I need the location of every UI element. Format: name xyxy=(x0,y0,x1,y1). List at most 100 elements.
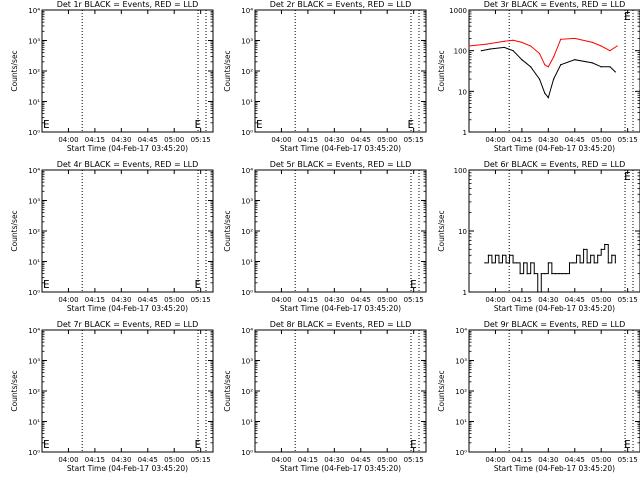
data-point xyxy=(600,45,602,47)
panel-det-7: Det 7r BLACK = Events, RED = LLD 10⁰ 10¹ 10… xyxy=(10,320,214,473)
data-point xyxy=(512,262,514,264)
x-tick-label: 05:15 xyxy=(191,456,211,464)
x-tick-label: 04:15 xyxy=(298,136,318,144)
y-axis-label: Counts/sec xyxy=(10,370,19,411)
data-point xyxy=(512,50,514,52)
y-tick-label: 10⁴ xyxy=(28,7,40,15)
data-point xyxy=(521,59,523,61)
x-tick-label: 04:15 xyxy=(512,456,532,464)
data-point xyxy=(568,262,571,264)
plot-frame xyxy=(254,9,427,133)
x-tick-label: 04:00 xyxy=(271,136,291,144)
panel-title: Det 4r BLACK = Events, RED = LLD xyxy=(57,160,199,169)
x-tick-label: 05:00 xyxy=(591,136,611,144)
event-marker: E xyxy=(194,118,201,131)
y-tick-label: 100 xyxy=(454,167,467,175)
data-point xyxy=(533,273,535,275)
y-tick-label: 10¹ xyxy=(241,99,253,107)
data-point xyxy=(491,262,493,264)
y-axis-label: Counts/sec xyxy=(437,50,446,91)
y-tick-label: 10⁴ xyxy=(28,167,40,175)
y-tick-label: 10³ xyxy=(28,198,40,206)
y-tick-label: 1 xyxy=(463,289,467,297)
y-tick-label: 10⁴ xyxy=(241,7,253,15)
x-tick-label: 05:00 xyxy=(377,296,397,304)
data-point xyxy=(590,254,592,256)
panel-title: Det 6r BLACK = Events, RED = LLD xyxy=(484,160,626,169)
event-marker: E xyxy=(410,278,417,291)
data-point xyxy=(565,273,567,275)
x-tick-label: 04:15 xyxy=(85,456,105,464)
x-tick-label: 04:45 xyxy=(351,456,371,464)
series-line-2 xyxy=(481,46,616,99)
y-tick-label: 1000 xyxy=(449,7,467,15)
y-tick-label: 100 xyxy=(454,48,467,56)
data-point xyxy=(503,40,505,42)
x-tick-label: 04:45 xyxy=(565,456,585,464)
x-tick-label: 04:45 xyxy=(138,136,158,144)
data-point xyxy=(597,254,599,256)
data-point xyxy=(526,273,528,275)
x-tick-label: 04:00 xyxy=(58,136,78,144)
x-tick-label: 04:00 xyxy=(485,296,505,304)
x-tick-label: 04:15 xyxy=(298,296,318,304)
data-point xyxy=(521,41,523,43)
data-point xyxy=(468,45,470,47)
y-tick-label: 10² xyxy=(28,68,40,76)
data-point xyxy=(547,66,549,68)
x-tick-label: 04:30 xyxy=(538,136,558,144)
data-point xyxy=(575,254,578,256)
data-point xyxy=(600,248,602,250)
y-tick-label: 1 xyxy=(463,129,467,137)
data-point xyxy=(544,64,546,66)
data-point xyxy=(554,273,556,275)
plot-frame xyxy=(41,329,214,453)
plot-frame xyxy=(254,169,427,293)
y-tick-label: 10⁰ xyxy=(28,289,40,297)
x-tick-label: 05:00 xyxy=(164,136,184,144)
y-axis-label: Counts/sec xyxy=(437,370,446,411)
x-tick-label: 04:45 xyxy=(565,296,585,304)
x-tick-label: 04:15 xyxy=(298,456,318,464)
y-tick-label: 10² xyxy=(241,68,253,76)
x-tick-label: 05:00 xyxy=(377,456,397,464)
data-point xyxy=(572,262,574,264)
plot-frame xyxy=(468,329,640,453)
x-tick-label: 04:15 xyxy=(512,296,532,304)
data-point xyxy=(537,291,539,293)
data-point xyxy=(614,262,616,264)
x-tick-label: 05:15 xyxy=(404,456,424,464)
plot-frame xyxy=(41,169,214,293)
data-point xyxy=(530,45,532,47)
data-point xyxy=(480,50,482,52)
plot-frame xyxy=(254,329,427,453)
y-tick-label: 10 xyxy=(458,228,467,236)
y-tick-label: 10¹ xyxy=(28,259,40,267)
data-point xyxy=(544,92,546,94)
data-point xyxy=(561,273,564,275)
y-tick-label: 10³ xyxy=(241,38,253,46)
x-tick-label: 05:00 xyxy=(377,136,397,144)
x-tick-label: 05:15 xyxy=(404,296,424,304)
x-tick-label: 05:15 xyxy=(618,456,638,464)
panel-det-1: Det 1r BLACK = Events, RED = LLD 10⁰ 10¹ 10… xyxy=(10,0,214,153)
x-tick-label: 04:30 xyxy=(324,296,344,304)
x-tick-label: 05:00 xyxy=(591,296,611,304)
y-axis-label: Counts/sec xyxy=(10,50,19,91)
event-marker: E xyxy=(624,170,631,183)
data-point xyxy=(540,273,542,275)
x-axis-label: Start Time (04-Feb-17 03:45:20) xyxy=(494,464,615,473)
y-tick-label: 10¹ xyxy=(455,419,467,427)
x-tick-label: 04:30 xyxy=(111,296,131,304)
x-tick-label: 04:45 xyxy=(351,296,371,304)
x-tick-label: 04:30 xyxy=(538,296,558,304)
data-point xyxy=(582,248,585,250)
panel-det-5: Det 5r BLACK = Events, RED = LLD 10⁰ 10¹ 10… xyxy=(223,160,427,313)
x-tick-label: 04:00 xyxy=(58,296,78,304)
data-point xyxy=(544,273,546,275)
event-marker: E xyxy=(410,438,417,451)
y-axis-label: Counts/sec xyxy=(223,50,232,91)
panel-det-9: Det 9r BLACK = Events, RED = LLD 10⁰ 10¹ 10… xyxy=(437,320,640,473)
y-tick-label: 10⁰ xyxy=(28,449,40,457)
y-tick-label: 10⁰ xyxy=(455,449,467,457)
